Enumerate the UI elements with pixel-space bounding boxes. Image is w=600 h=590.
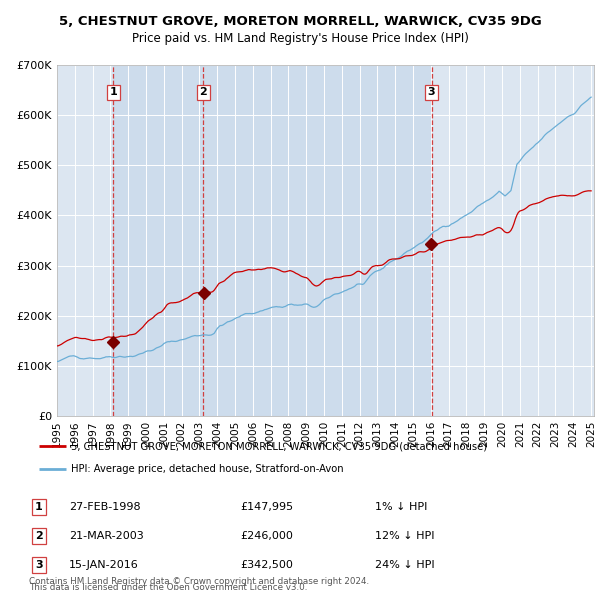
Text: This data is licensed under the Open Government Licence v3.0.: This data is licensed under the Open Gov… bbox=[29, 583, 307, 590]
Text: £147,995: £147,995 bbox=[240, 502, 293, 512]
Text: 21-MAR-2003: 21-MAR-2003 bbox=[69, 531, 144, 540]
Text: 3: 3 bbox=[35, 560, 43, 569]
Text: Contains HM Land Registry data © Crown copyright and database right 2024.: Contains HM Land Registry data © Crown c… bbox=[29, 577, 369, 586]
Text: £342,500: £342,500 bbox=[240, 560, 293, 569]
Text: Price paid vs. HM Land Registry's House Price Index (HPI): Price paid vs. HM Land Registry's House … bbox=[131, 32, 469, 45]
Text: 24% ↓ HPI: 24% ↓ HPI bbox=[375, 560, 434, 569]
Text: 1: 1 bbox=[109, 87, 117, 97]
Text: £246,000: £246,000 bbox=[240, 531, 293, 540]
Text: 15-JAN-2016: 15-JAN-2016 bbox=[69, 560, 139, 569]
Text: 12% ↓ HPI: 12% ↓ HPI bbox=[375, 531, 434, 540]
Text: 3: 3 bbox=[428, 87, 436, 97]
Text: 2: 2 bbox=[199, 87, 207, 97]
Text: 1% ↓ HPI: 1% ↓ HPI bbox=[375, 502, 427, 512]
Text: 2: 2 bbox=[35, 531, 43, 540]
Text: HPI: Average price, detached house, Stratford-on-Avon: HPI: Average price, detached house, Stra… bbox=[71, 464, 344, 474]
Text: 5, CHESTNUT GROVE, MORETON MORRELL, WARWICK, CV35 9DG (detached house): 5, CHESTNUT GROVE, MORETON MORRELL, WARW… bbox=[71, 441, 487, 451]
Text: 5, CHESTNUT GROVE, MORETON MORRELL, WARWICK, CV35 9DG: 5, CHESTNUT GROVE, MORETON MORRELL, WARW… bbox=[59, 15, 541, 28]
Text: 27-FEB-1998: 27-FEB-1998 bbox=[69, 502, 140, 512]
Text: 1: 1 bbox=[35, 502, 43, 512]
Bar bbox=[113, 65, 431, 416]
